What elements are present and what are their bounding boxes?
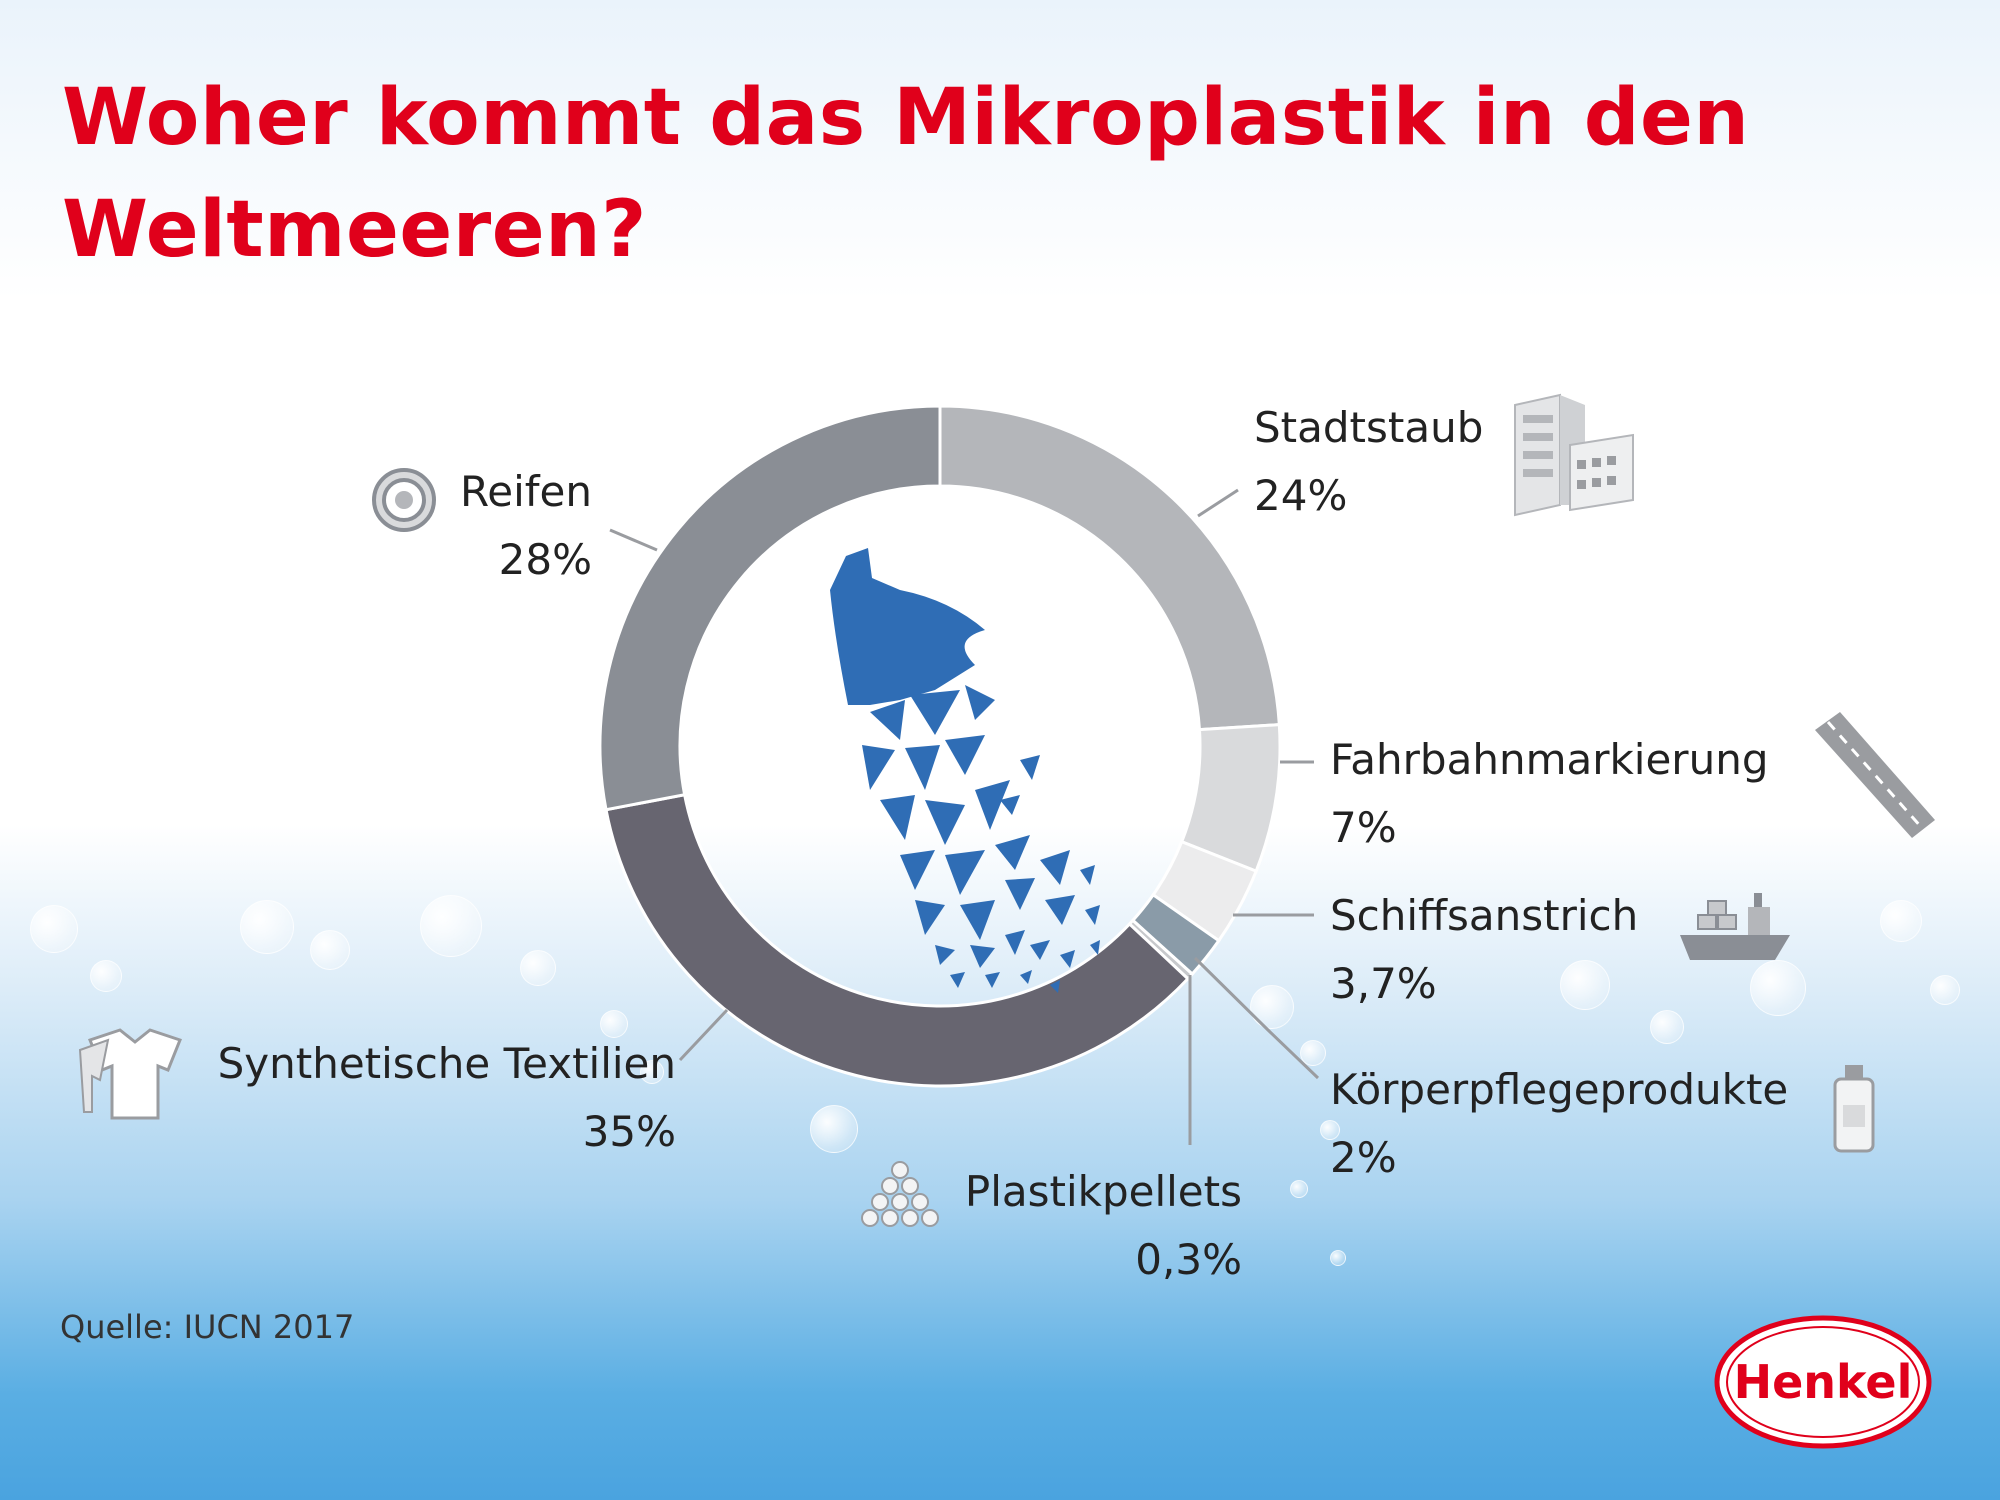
label-stadtstaub: Stadtstaub 24% xyxy=(1254,394,1483,530)
building-icon xyxy=(1514,393,1634,517)
value-label: 35% xyxy=(582,1107,676,1156)
donut-slices xyxy=(598,404,1282,1088)
leader-line-textilien xyxy=(678,1008,729,1062)
category-label: Schiffsanstrich xyxy=(1330,891,1639,940)
value-label: 7% xyxy=(1330,803,1397,852)
brand-text: Henkel xyxy=(1734,1355,1913,1409)
lotion-bottle-icon xyxy=(1833,1065,1875,1153)
label-schiffsanstrich: Schiffsanstrich 3,7% xyxy=(1330,882,1638,1018)
donut-slice-synthetische-textilien xyxy=(604,792,1190,1088)
label-fahrbahnmarkierung: Fahrbahnmarkierung 7% xyxy=(1330,726,1768,862)
plastic-bottle-graphic xyxy=(830,548,1100,993)
category-label: Stadtstaub xyxy=(1254,403,1484,452)
henkel-logo: Henkel xyxy=(1714,1315,1932,1449)
label-reifen: Reifen 28% xyxy=(440,458,592,594)
value-label: 2% xyxy=(1330,1133,1397,1182)
value-label: 24% xyxy=(1254,471,1348,520)
donut-slice-reifen xyxy=(598,404,942,812)
value-label: 28% xyxy=(498,535,592,584)
pellets-icon xyxy=(861,1161,939,1227)
label-plastikpellets: Plastikpellets 0,3% xyxy=(860,1158,1242,1294)
road-icon xyxy=(1815,712,1935,838)
tire-icon xyxy=(372,468,436,532)
page-title: Woher kommt das Mikroplastik in den Welt… xyxy=(62,73,1750,275)
label-synthetische-textilien: Synthetische Textilien 35% xyxy=(140,1030,676,1166)
category-label: Synthetische Textilien xyxy=(217,1039,676,1088)
category-label: Plastikpellets xyxy=(964,1167,1242,1216)
value-label: 3,7% xyxy=(1330,959,1437,1008)
leader-line-stadtstaub xyxy=(1197,488,1239,518)
donut-slice-stadtstaub xyxy=(938,404,1281,732)
tshirt-icon xyxy=(78,1028,182,1120)
ship-icon xyxy=(1680,893,1790,960)
leader-line-koerperpflege xyxy=(1193,956,1320,1080)
category-label: Fahrbahnmarkierung xyxy=(1330,735,1769,784)
label-koerperpflegeprodukte: Körperpflegeprodukte 2% xyxy=(1330,1056,1788,1192)
leader-line-reifen xyxy=(609,528,658,552)
category-label: Reifen xyxy=(459,467,592,516)
category-label: Körperpflegeprodukte xyxy=(1330,1065,1789,1114)
leader-lines xyxy=(609,488,1320,1145)
value-label: 0,3% xyxy=(1135,1235,1242,1284)
source-note: Quelle: IUCN 2017 xyxy=(60,1308,355,1346)
